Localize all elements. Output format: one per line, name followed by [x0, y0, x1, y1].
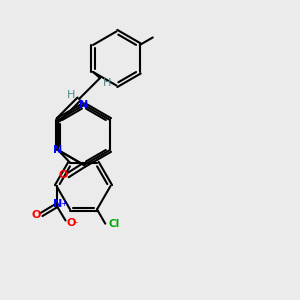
Text: O: O	[66, 218, 76, 229]
Text: -: -	[74, 217, 77, 227]
Text: Cl: Cl	[108, 219, 119, 229]
Text: H: H	[66, 90, 75, 100]
Text: O: O	[32, 209, 41, 220]
Text: N: N	[53, 145, 63, 155]
Text: +: +	[60, 199, 67, 208]
Text: H: H	[103, 77, 112, 88]
Text: O: O	[58, 170, 68, 181]
Text: N: N	[53, 199, 63, 209]
Text: N: N	[80, 100, 88, 110]
